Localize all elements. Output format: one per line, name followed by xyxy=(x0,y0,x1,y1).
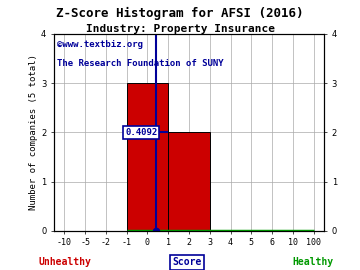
Bar xyxy=(127,83,168,231)
Text: Healthy: Healthy xyxy=(293,257,334,267)
Text: Unhealthy: Unhealthy xyxy=(39,257,91,267)
Text: 0.4092: 0.4092 xyxy=(125,128,157,137)
Text: ©www.textbiz.org: ©www.textbiz.org xyxy=(57,40,143,49)
Text: Z-Score Histogram for AFSI (2016): Z-Score Histogram for AFSI (2016) xyxy=(56,7,304,20)
Text: The Research Foundation of SUNY: The Research Foundation of SUNY xyxy=(57,59,223,68)
Text: Score: Score xyxy=(172,257,202,267)
Y-axis label: Number of companies (5 total): Number of companies (5 total) xyxy=(29,54,38,210)
Text: Industry: Property Insurance: Industry: Property Insurance xyxy=(86,24,275,34)
Bar xyxy=(168,132,210,231)
